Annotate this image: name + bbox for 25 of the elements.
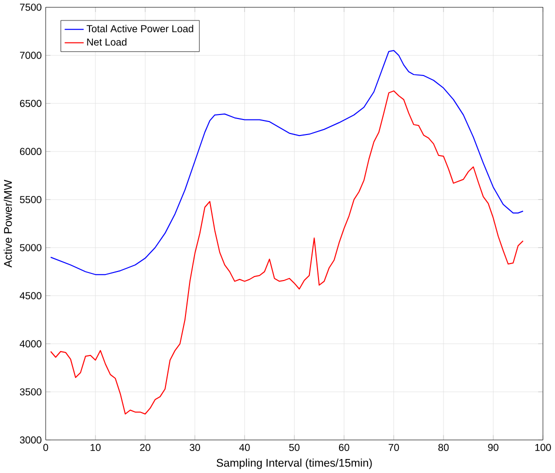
x-tick-label: 90 [488,444,498,452]
y-tick-label: 6000 [20,148,42,156]
x-axis-title: Sampling Interval (times/15min) [216,458,372,470]
y-tick-label: 5000 [20,244,42,252]
y-tick-label: 4000 [20,340,42,348]
y-tick-label: 4500 [20,292,42,300]
y-tick-label: 3500 [20,388,42,396]
x-tick-label: 30 [190,444,200,452]
y-tick-label: 3000 [20,436,42,444]
x-tick-label: 100 [535,444,551,452]
y-axis-title: Active Power/MW [4,180,12,268]
y-tick-label: 7000 [20,52,42,60]
y-tick-label: 6500 [20,100,42,108]
x-tick-label: 0 [43,444,48,452]
x-tick-label: 50 [289,444,300,452]
x-tick-label: 20 [140,444,150,452]
x-tick-label: 40 [239,444,250,452]
y-tick-label: 5500 [20,196,42,204]
x-tick-label: 10 [90,444,101,452]
legend-label: Total Active Power Load [86,25,194,32]
x-tick-label: 80 [438,444,449,452]
x-tick-label: 70 [388,444,399,452]
x-tick-label: 60 [338,444,350,452]
y-tick-label: 7500 [20,4,42,11]
legend-label: Net Load [87,38,126,46]
